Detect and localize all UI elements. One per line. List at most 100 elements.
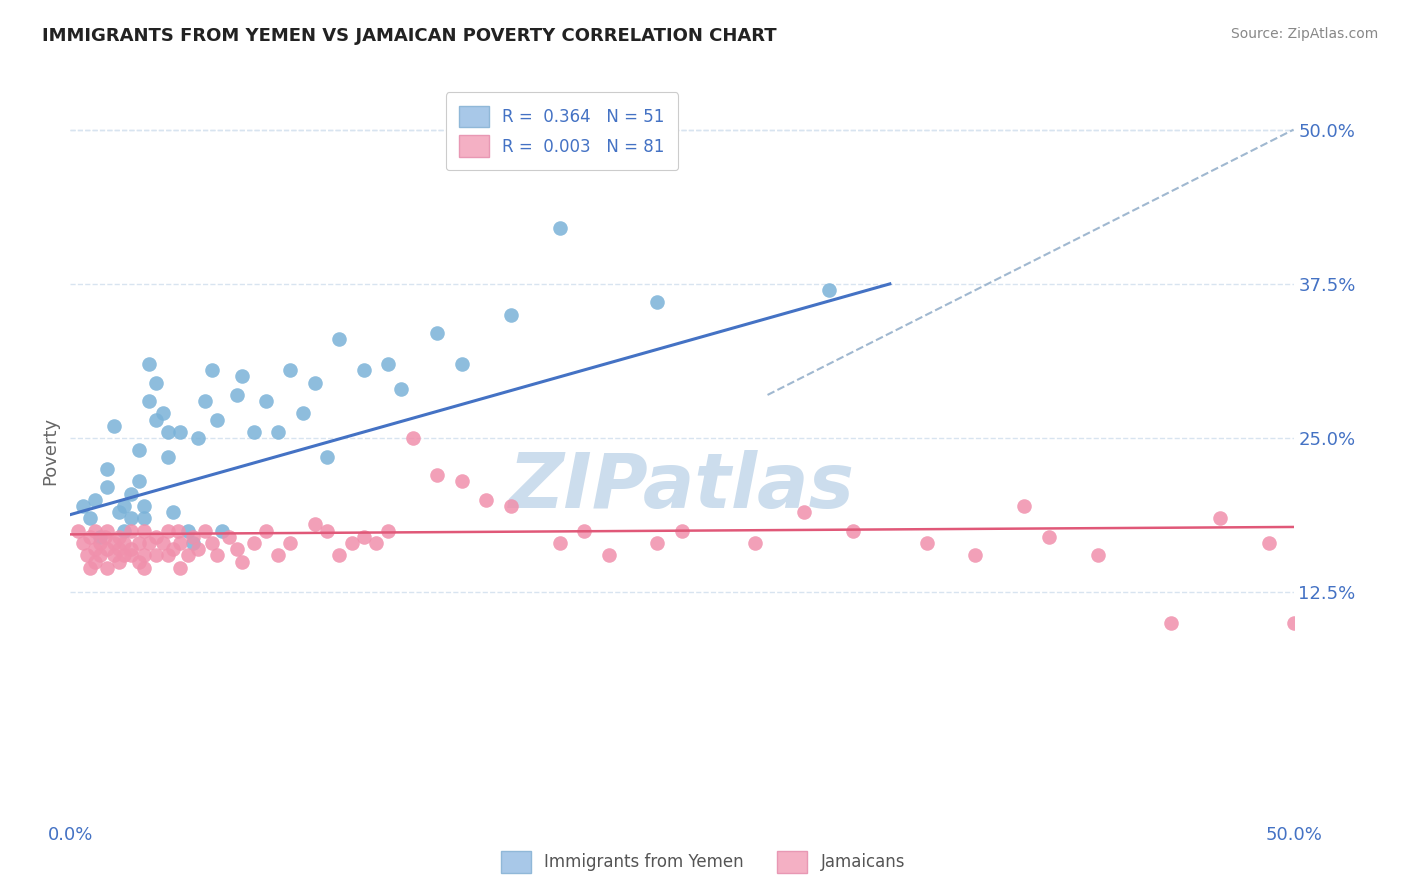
Point <box>152 407 174 421</box>
Point <box>157 549 180 563</box>
Point <box>157 425 180 439</box>
Y-axis label: Poverty: Poverty <box>41 417 59 484</box>
Point <box>201 536 224 550</box>
Point <box>793 505 815 519</box>
Point <box>572 524 595 538</box>
Point <box>499 499 522 513</box>
Point <box>205 412 228 426</box>
Point <box>225 542 247 557</box>
Point <box>96 542 118 557</box>
Point <box>177 524 200 538</box>
Point <box>254 524 277 538</box>
Point <box>353 530 375 544</box>
Text: Source: ZipAtlas.com: Source: ZipAtlas.com <box>1230 27 1378 41</box>
Point <box>671 524 693 538</box>
Point <box>79 511 101 525</box>
Point <box>548 536 571 550</box>
Point <box>353 363 375 377</box>
Point <box>167 524 190 538</box>
Point <box>366 536 388 550</box>
Point <box>132 511 155 525</box>
Point <box>201 363 224 377</box>
Point <box>138 536 160 550</box>
Point <box>218 530 240 544</box>
Point <box>76 549 98 563</box>
Point <box>145 530 167 544</box>
Point <box>128 475 150 489</box>
Point <box>316 524 339 538</box>
Point <box>108 555 131 569</box>
Point <box>744 536 766 550</box>
Point <box>243 536 266 550</box>
Point <box>231 369 253 384</box>
Point <box>83 555 105 569</box>
Point <box>96 462 118 476</box>
Point <box>280 363 302 377</box>
Point <box>121 524 143 538</box>
Point <box>328 333 350 347</box>
Point <box>426 326 449 341</box>
Point <box>316 450 339 464</box>
Point <box>96 524 118 538</box>
Point <box>598 549 620 563</box>
Point <box>162 542 184 557</box>
Point <box>103 536 125 550</box>
Point <box>254 394 277 409</box>
Point <box>647 536 669 550</box>
Point <box>96 481 118 495</box>
Point <box>66 524 89 538</box>
Point <box>162 505 184 519</box>
Point <box>157 524 180 538</box>
Text: IMMIGRANTS FROM YEMEN VS JAMAICAN POVERTY CORRELATION CHART: IMMIGRANTS FROM YEMEN VS JAMAICAN POVERT… <box>42 27 776 45</box>
Point <box>842 524 865 538</box>
Point <box>499 308 522 322</box>
Point <box>426 468 449 483</box>
Point <box>1282 616 1305 631</box>
Point <box>186 431 208 445</box>
Point <box>128 443 150 458</box>
Point <box>72 536 94 550</box>
Point <box>169 560 191 574</box>
Point <box>103 549 125 563</box>
Point <box>79 560 101 574</box>
Point <box>205 549 228 563</box>
Point <box>231 555 253 569</box>
Point <box>152 536 174 550</box>
Point <box>377 524 399 538</box>
Point <box>177 549 200 563</box>
Point <box>194 524 217 538</box>
Point <box>267 549 290 563</box>
Point <box>186 542 208 557</box>
Text: ZIPatlas: ZIPatlas <box>509 450 855 524</box>
Point <box>340 536 363 550</box>
Point <box>169 536 191 550</box>
Point <box>89 549 111 563</box>
Point <box>450 357 472 371</box>
Legend: R =  0.364   N = 51, R =  0.003   N = 81: R = 0.364 N = 51, R = 0.003 N = 81 <box>446 92 678 170</box>
Point <box>647 295 669 310</box>
Point <box>1160 616 1182 631</box>
Point <box>138 394 160 409</box>
Point <box>304 376 326 390</box>
Point <box>548 221 571 235</box>
Point <box>96 560 118 574</box>
Point <box>211 524 233 538</box>
Point <box>108 542 131 557</box>
Point <box>132 524 155 538</box>
Point <box>121 511 143 525</box>
Point <box>145 412 167 426</box>
Point <box>1087 549 1109 563</box>
Point <box>965 549 987 563</box>
Point <box>280 536 302 550</box>
Point <box>83 542 105 557</box>
Point <box>169 425 191 439</box>
Point <box>132 499 155 513</box>
Point <box>181 530 204 544</box>
Point <box>108 530 131 544</box>
Point <box>108 505 131 519</box>
Point <box>328 549 350 563</box>
Point <box>72 499 94 513</box>
Point <box>138 357 160 371</box>
Point <box>128 555 150 569</box>
Point <box>291 407 314 421</box>
